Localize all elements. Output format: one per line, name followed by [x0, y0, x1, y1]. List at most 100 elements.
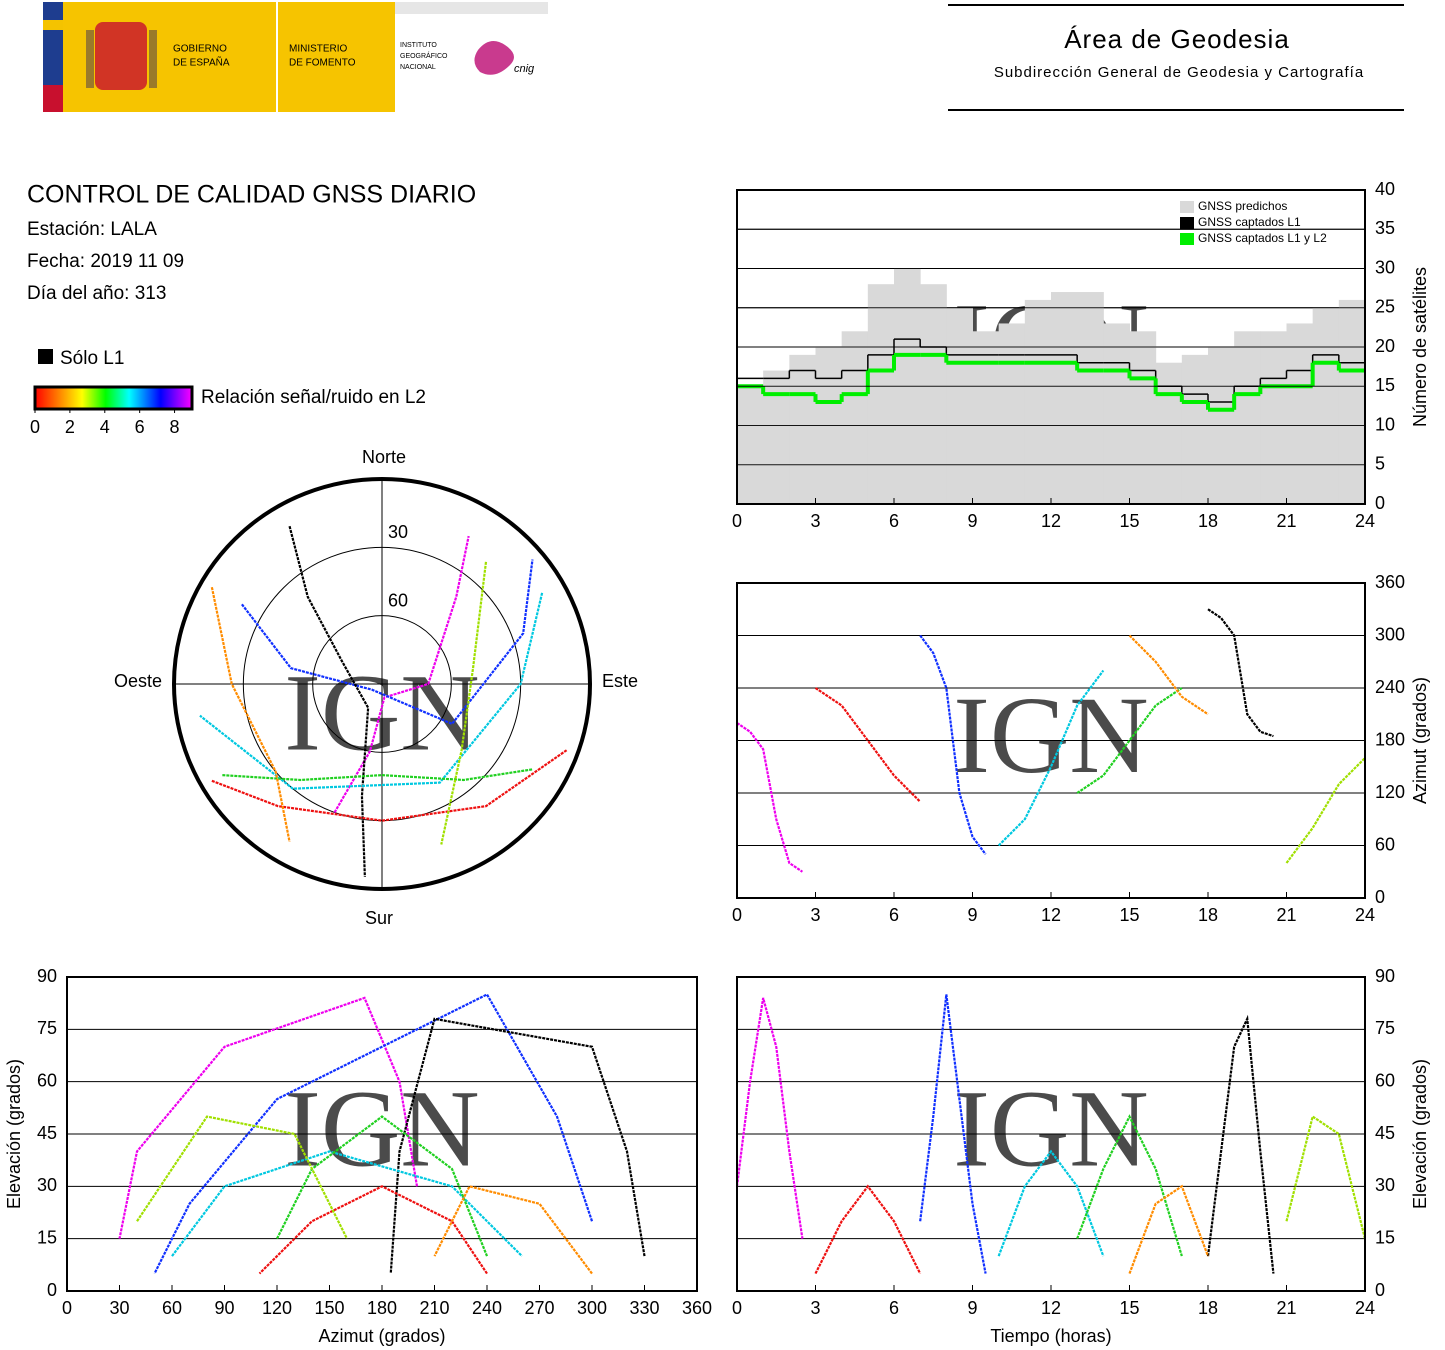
- colorbar-tick-label: 8: [170, 417, 180, 437]
- satellite-track: [288, 525, 370, 877]
- watermark: IGN: [953, 1067, 1149, 1189]
- colorbar-tick-label: 6: [135, 417, 145, 437]
- cnig-logo: [474, 41, 514, 75]
- x-tick-label: 24: [1355, 511, 1375, 531]
- predicted-bar: [946, 307, 973, 504]
- x-tick-label: 12: [1041, 1298, 1061, 1318]
- predicted-bar: [1312, 307, 1340, 504]
- y-tick-label: 0: [1375, 1280, 1385, 1300]
- y-tick-label: 360: [1375, 572, 1405, 592]
- x-tick-label: 24: [1355, 1298, 1375, 1318]
- x-tick-label: 15: [1119, 1298, 1139, 1318]
- direction-label: Norte: [362, 447, 406, 467]
- plot-frame: [736, 189, 1366, 505]
- y-tick-label: 75: [1375, 1018, 1395, 1038]
- x-tick-label: 15: [1119, 905, 1139, 925]
- predicted-bar: [1051, 292, 1078, 504]
- legend-swatch: [1180, 217, 1194, 229]
- snr-label: Relación señal/ruido en L2: [201, 387, 426, 408]
- predicted-bar: [737, 386, 764, 504]
- x-tick-label: 3: [810, 905, 820, 925]
- predicted-bar: [867, 284, 895, 504]
- predicted-bar: [1181, 354, 1209, 504]
- satellite-track: [997, 1149, 1105, 1257]
- report-date: Fecha: 2019 11 09: [27, 251, 184, 272]
- legend-swatch: [1180, 201, 1194, 213]
- y-tick-label: 300: [1375, 624, 1405, 644]
- colorbar-tick-label: 0: [30, 417, 40, 437]
- satellite-track: [919, 634, 987, 855]
- gray-strip: [395, 2, 548, 14]
- predicted-bar: [789, 354, 816, 504]
- x-tick-label: 18: [1198, 1298, 1218, 1318]
- plot-frame: [736, 582, 1366, 899]
- l1-swatch: [38, 349, 53, 364]
- satellite-track: [1076, 687, 1183, 794]
- elevation-ring-label: 30: [388, 522, 408, 542]
- x-tick-label: 60: [162, 1298, 182, 1318]
- satellite-track: [1206, 1014, 1275, 1274]
- x-tick-label: 240: [472, 1298, 502, 1318]
- predicted-bar: [1155, 362, 1183, 504]
- watermark: IGN: [284, 1067, 480, 1189]
- predicted-bar: [1129, 331, 1157, 504]
- x-tick-label: 90: [214, 1298, 234, 1318]
- predicted-bar: [998, 323, 1026, 504]
- plot-frame: [736, 976, 1366, 1292]
- y-tick-label: 20: [1375, 336, 1395, 356]
- instituto-line: INSTITUTO: [400, 42, 437, 49]
- predicted-bar: [1103, 323, 1130, 504]
- satellite-track: [153, 992, 594, 1275]
- y-axis-label: Número de satélites: [1410, 267, 1430, 427]
- predicted-bar: [1077, 292, 1104, 504]
- y-tick-label: 120: [1375, 782, 1405, 802]
- horizon: [172, 477, 592, 891]
- satellite-track: [258, 1185, 488, 1275]
- x-tick-label: 9: [967, 905, 977, 925]
- x-tick-label: 330: [629, 1298, 659, 1318]
- satellite-track: [1128, 634, 1209, 716]
- x-tick-label: 21: [1276, 1298, 1296, 1318]
- satellite-track: [1128, 1184, 1210, 1274]
- predicted-bar: [1234, 331, 1261, 504]
- legend-swatch: [1180, 233, 1194, 245]
- predicted-bar: [763, 370, 790, 504]
- x-tick-label: 360: [682, 1298, 712, 1318]
- x-tick-label: 24: [1355, 905, 1375, 925]
- satellite-track: [211, 749, 568, 822]
- satellite-track: [919, 994, 987, 1274]
- header-title: Área de Geodesia: [1064, 24, 1290, 54]
- y-tick-label: 0: [47, 1280, 57, 1300]
- ministerio-line: DE FOMENTO: [289, 58, 356, 69]
- y-tick-label: 75: [37, 1018, 57, 1038]
- predicted-bar: [1286, 323, 1314, 504]
- y-tick-label: 180: [1375, 729, 1405, 749]
- x-tick-label: 0: [732, 905, 742, 925]
- x-tick-label: 0: [732, 511, 742, 531]
- instituto-line: NACIONAL: [400, 64, 436, 71]
- x-tick-label: 0: [732, 1298, 742, 1318]
- y-tick-label: 35: [1375, 218, 1395, 238]
- predicted-bar: [841, 331, 869, 504]
- elevation-ring-label: 60: [388, 590, 408, 610]
- satellite-track: [735, 997, 804, 1239]
- satellite-track: [1285, 757, 1366, 864]
- watermark: IGN: [953, 674, 1149, 796]
- cnig-text: cnig: [514, 63, 535, 75]
- x-tick-label: 12: [1041, 905, 1061, 925]
- satellite-track: [136, 1115, 348, 1240]
- x-tick-label: 6: [889, 905, 899, 925]
- x-tick-label: 9: [967, 1298, 977, 1318]
- report-title: CONTROL DE CALIDAD GNSS DIARIO: [27, 181, 476, 209]
- satellite-track: [1207, 608, 1274, 738]
- y-tick-label: 15: [1375, 1227, 1395, 1247]
- y-tick-label: 90: [1375, 966, 1395, 986]
- x-tick-label: 3: [810, 1298, 820, 1318]
- satellite-track: [736, 722, 804, 873]
- gobierno-line: GOBIERNO: [173, 44, 227, 55]
- y-tick-label: 90: [37, 966, 57, 986]
- logo-block: GOBIERNO DE ESPAÑA MINISTERIO DE FOMENTO…: [43, 2, 548, 112]
- satellite-track: [221, 768, 533, 782]
- x-tick-label: 300: [577, 1298, 607, 1318]
- y-tick-label: 60: [37, 1070, 57, 1090]
